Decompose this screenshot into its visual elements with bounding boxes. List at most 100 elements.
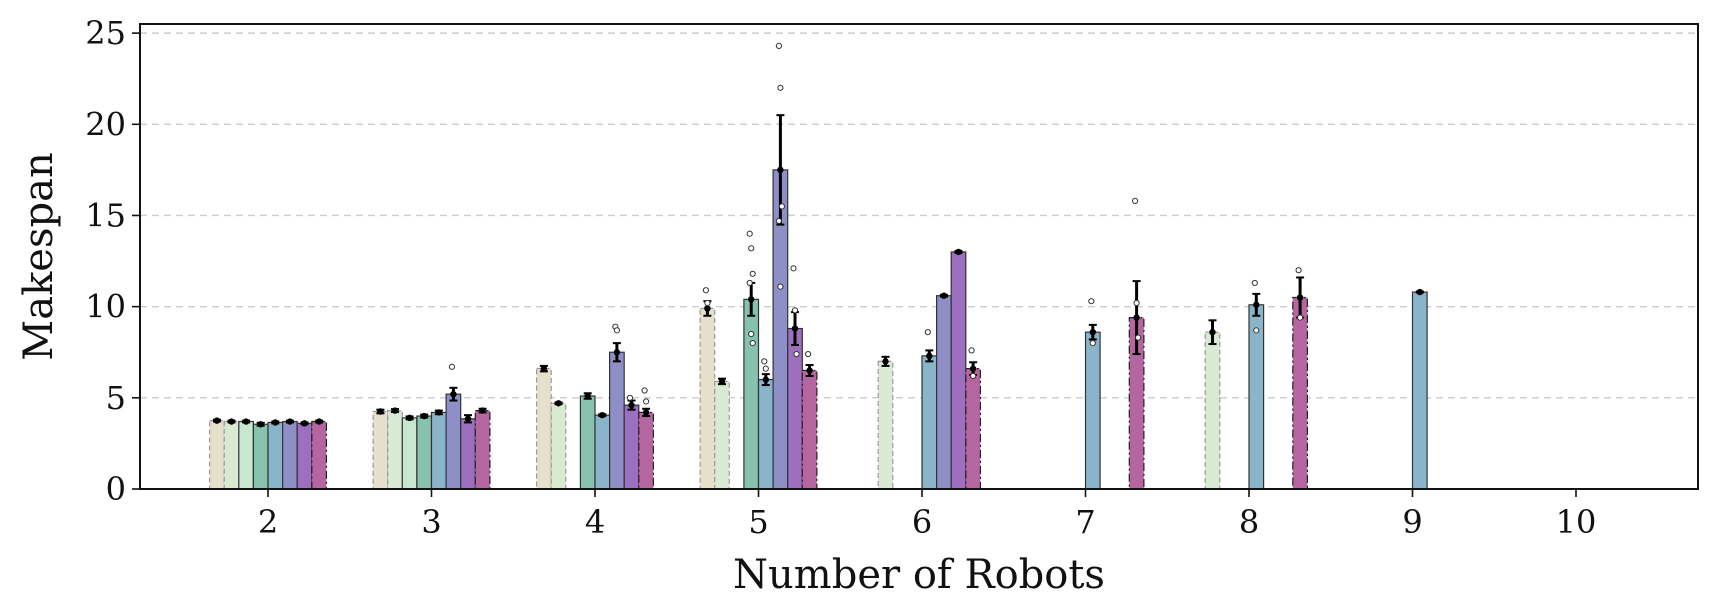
bar bbox=[638, 411, 654, 490]
y-tick-label: 25 bbox=[85, 14, 126, 52]
outlier-point bbox=[1135, 334, 1142, 341]
bar bbox=[714, 380, 730, 490]
mean-point bbox=[257, 421, 264, 428]
bar bbox=[743, 298, 760, 490]
bar bbox=[296, 422, 313, 490]
y-ticks: 0 5 10 15 20 25 bbox=[85, 14, 140, 508]
outlier-point bbox=[1251, 279, 1258, 287]
bar bbox=[1411, 291, 1428, 490]
mean-point bbox=[940, 292, 948, 299]
outlier-point bbox=[1089, 340, 1096, 347]
outlier-point bbox=[448, 363, 455, 370]
mean-point bbox=[955, 248, 962, 256]
bar bbox=[238, 420, 255, 490]
mean-point bbox=[926, 352, 933, 360]
mean-point bbox=[584, 392, 591, 400]
mean-point bbox=[882, 358, 889, 365]
outlier-point bbox=[970, 372, 977, 380]
x-tick-label: 8 bbox=[1239, 503, 1259, 541]
outlier-point bbox=[968, 347, 975, 354]
bar bbox=[965, 368, 981, 490]
outlier-point bbox=[1295, 267, 1302, 274]
outlier-point bbox=[1088, 298, 1095, 305]
outlier-point bbox=[643, 398, 650, 405]
outlier-point bbox=[793, 350, 800, 358]
bar bbox=[474, 409, 491, 490]
bar bbox=[594, 414, 611, 490]
y-tick-label: 10 bbox=[85, 288, 126, 326]
bar bbox=[1292, 296, 1309, 490]
mean-point bbox=[479, 407, 486, 414]
bar bbox=[623, 404, 640, 490]
mean-point bbox=[1133, 314, 1140, 321]
mean-point bbox=[791, 325, 799, 332]
outlier-point bbox=[641, 387, 648, 394]
bar bbox=[699, 307, 716, 490]
mean-point bbox=[642, 409, 650, 416]
outlier-point bbox=[1132, 197, 1139, 204]
mean-point bbox=[555, 400, 562, 407]
outlier-point bbox=[775, 217, 783, 225]
bar bbox=[311, 420, 327, 490]
bar bbox=[223, 420, 240, 490]
grid-lines bbox=[140, 32, 1698, 399]
x-ticks: 2 3 4 5 6 7 8 9 10 bbox=[258, 489, 1597, 541]
mean-point bbox=[242, 418, 250, 425]
x-tick-label: 9 bbox=[1402, 503, 1422, 541]
mean-point bbox=[435, 409, 442, 416]
y-axis-label: Makespan bbox=[16, 152, 62, 360]
bar bbox=[372, 410, 389, 490]
outlier-point bbox=[613, 327, 621, 334]
outlier-point bbox=[790, 265, 797, 272]
bar bbox=[401, 417, 418, 490]
bar bbox=[387, 409, 403, 490]
bar bbox=[460, 418, 476, 490]
outlier-point bbox=[1253, 327, 1260, 334]
y-tick-label: 15 bbox=[85, 196, 126, 234]
outlier-point bbox=[1133, 299, 1140, 307]
mean-point bbox=[1089, 328, 1097, 336]
bar bbox=[282, 420, 298, 490]
plot-frame bbox=[139, 23, 1699, 490]
mean-point bbox=[464, 415, 472, 422]
mean-point bbox=[613, 349, 621, 356]
mean-point bbox=[228, 418, 235, 425]
y-tick-label: 5 bbox=[106, 379, 126, 417]
mean-point bbox=[1253, 301, 1260, 309]
mean-point bbox=[286, 418, 294, 425]
mean-point bbox=[599, 411, 606, 419]
bar bbox=[1204, 331, 1221, 490]
x-tick-label: 10 bbox=[1556, 503, 1597, 541]
bar bbox=[252, 423, 269, 490]
outlier-point bbox=[761, 358, 768, 365]
outlier-point bbox=[762, 365, 769, 372]
outlier-point bbox=[775, 42, 783, 49]
mean-point bbox=[1416, 288, 1424, 296]
x-tick-label: 4 bbox=[585, 503, 605, 541]
mean-point bbox=[718, 378, 726, 385]
bar bbox=[608, 351, 625, 490]
bar bbox=[550, 402, 567, 490]
mean-point bbox=[315, 418, 323, 425]
bar bbox=[1084, 331, 1101, 490]
outlier-point bbox=[626, 394, 634, 401]
mean-point bbox=[406, 414, 413, 422]
bar bbox=[579, 395, 596, 490]
outlier-point bbox=[746, 279, 753, 287]
mean-point bbox=[748, 296, 755, 303]
outlier-point bbox=[1297, 314, 1304, 321]
outlier-point bbox=[791, 307, 799, 314]
error-bars bbox=[212, 114, 1424, 428]
bar bbox=[757, 378, 774, 490]
outlier-point bbox=[704, 299, 711, 307]
bar bbox=[445, 393, 462, 490]
x-tick-label: 7 bbox=[1075, 503, 1095, 541]
mean-point bbox=[391, 407, 399, 414]
mean-point bbox=[377, 408, 384, 415]
bars bbox=[209, 169, 1428, 490]
bar bbox=[416, 415, 433, 490]
mean-point bbox=[450, 390, 457, 398]
outlier-point bbox=[749, 340, 756, 347]
